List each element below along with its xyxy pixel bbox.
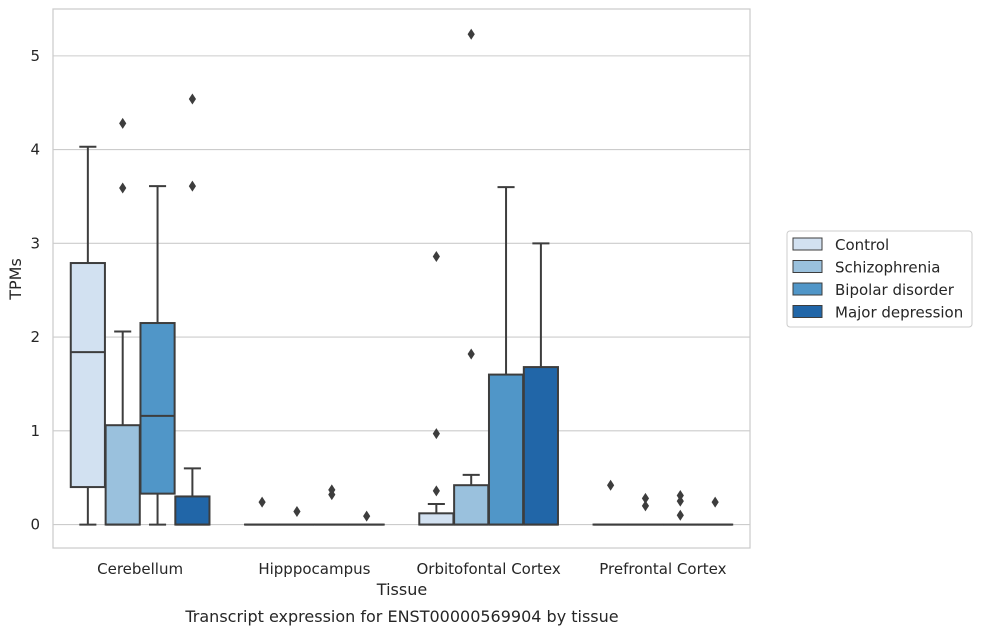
box-body [104,424,141,526]
legend-label: Control [835,236,889,254]
outlier-point [607,479,615,491]
box-body [174,495,211,526]
box-body [418,512,455,526]
legend-frame [786,230,973,328]
box-body [139,322,176,495]
box-1-1 [278,505,316,526]
box-0-0 [69,145,106,526]
box-body [487,373,525,526]
outlier-point [641,492,650,504]
box-2-3 [522,242,559,526]
legend-swatch [792,237,823,251]
plot-frame [52,8,751,549]
outlier-point [676,490,684,502]
outlier-point [432,250,440,262]
x-axis-label: Tissue [376,580,427,599]
y-axis-ticks: 0 1 2 3 4 5 [30,47,40,534]
legend: Control Schizophrenia Bipolar disorder Majo… [786,230,973,328]
outlier-point [467,28,475,40]
x-axis-ticks: Cerebellum Hipppocampus Orbitofontal Corte… [97,560,726,578]
x-tick-label: Orbitofontal Cortex [417,560,561,578]
box-1-0 [244,496,281,526]
y-tick-label: 2 [30,328,40,346]
x-tick-label: Prefrontal Cortex [599,560,726,578]
box-3-0 [592,479,629,526]
legend-label: Schizophrenia [835,259,940,277]
box-body [453,484,490,526]
box-3-1 [627,492,664,526]
outlier-point [363,510,371,522]
legend-swatch [792,305,823,318]
outlier-point [432,428,440,440]
box-0-2 [139,185,176,526]
box-series [69,28,734,526]
legend-label: Major depression [835,304,963,322]
outlier-point [711,496,719,508]
x-tick-label: Cerebellum [97,560,183,578]
box-body [69,262,106,489]
x-tick-label: Hipppocampus [258,560,370,578]
box-0-1 [104,117,141,526]
y-tick-label: 0 [30,516,40,534]
outlier-point [119,182,127,194]
box-3-3 [697,496,734,526]
outlier-point [641,500,650,512]
box-2-1 [453,28,490,526]
outlier-point [293,505,301,517]
box-1-2 [313,484,350,526]
y-tick-label: 1 [30,422,40,440]
outlier-point [119,117,127,129]
legend-swatch [792,282,823,296]
y-tick-label: 3 [30,234,40,252]
outlier-point [676,509,684,521]
box-0-3 [174,93,211,526]
chart-caption: Transcript expression for ENST0000056990… [184,607,618,626]
outlier-point [188,180,196,192]
y-tick-label: 5 [30,47,40,65]
box-1-3 [348,510,385,526]
box-body [522,366,559,526]
y-axis-label: TPMs [6,258,25,301]
box-3-2 [662,490,699,526]
box-2-2 [487,186,525,526]
box-2-0 [418,250,455,526]
legend-label: Bipolar disorder [835,281,955,299]
outlier-point [328,484,336,496]
legend-swatch [792,260,823,273]
outlier-point [432,485,440,497]
outlier-point [258,496,266,508]
outlier-point [467,348,475,360]
outlier-point [188,93,196,105]
outlier-point [676,495,684,507]
y-tick-label: 4 [30,141,40,159]
